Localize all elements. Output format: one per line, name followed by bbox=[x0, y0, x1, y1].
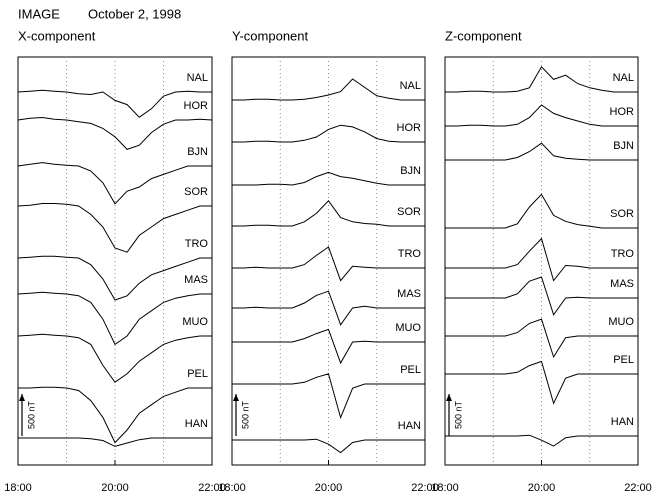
station-label: SOR bbox=[397, 206, 421, 218]
station-label: TRO bbox=[611, 248, 635, 260]
station-label: PEL bbox=[187, 368, 208, 380]
station-label: NAL bbox=[400, 80, 421, 92]
station-label: BJN bbox=[187, 146, 208, 158]
trace bbox=[445, 360, 638, 405]
station-label: SOR bbox=[184, 186, 208, 198]
trace bbox=[17, 89, 212, 118]
trace bbox=[232, 438, 425, 454]
trace bbox=[17, 116, 213, 150]
station-label: BJN bbox=[613, 140, 634, 152]
trace bbox=[232, 328, 425, 365]
trace bbox=[445, 276, 638, 316]
x-tick-label: 22:00 bbox=[198, 482, 226, 494]
station-label: MUO bbox=[182, 316, 208, 328]
scale-label: 500 nT bbox=[240, 400, 250, 429]
station-label: TRO bbox=[185, 238, 209, 250]
x-tick-label: 18:00 bbox=[4, 482, 32, 494]
station-label: HOR bbox=[397, 122, 422, 134]
station-label: NAL bbox=[613, 72, 634, 84]
station-label: TRO bbox=[398, 248, 422, 260]
station-label: SOR bbox=[610, 208, 634, 220]
station-label: HAN bbox=[398, 420, 421, 432]
trace bbox=[17, 333, 212, 383]
panel-title: Y-component bbox=[232, 28, 309, 43]
trace bbox=[232, 246, 425, 282]
panel-title: X-component bbox=[18, 28, 96, 43]
trace bbox=[17, 291, 212, 346]
header-title: IMAGE bbox=[18, 6, 60, 21]
trace bbox=[445, 434, 638, 447]
trace bbox=[232, 200, 425, 227]
station-label: HAN bbox=[611, 416, 634, 428]
scale-arrow bbox=[446, 394, 452, 401]
scale-arrow bbox=[233, 394, 239, 401]
trace bbox=[445, 142, 638, 161]
x-tick-label: 22:00 bbox=[624, 482, 652, 494]
header-date: October 2, 1998 bbox=[88, 6, 181, 21]
trace bbox=[232, 124, 425, 143]
scale-label: 500 nT bbox=[453, 400, 463, 429]
trace bbox=[445, 318, 638, 359]
trace bbox=[232, 373, 425, 420]
trace bbox=[17, 162, 212, 205]
station-label: MAS bbox=[397, 288, 421, 300]
station-label: MUO bbox=[608, 316, 634, 328]
trace bbox=[445, 104, 638, 127]
station-label: NAL bbox=[187, 72, 208, 84]
x-tick-label: 18:00 bbox=[431, 482, 459, 494]
panel-title: Z-component bbox=[445, 28, 522, 43]
trace bbox=[232, 290, 425, 326]
station-label: BJN bbox=[400, 165, 421, 177]
station-label: HOR bbox=[184, 100, 209, 112]
x-tick-label: 20:00 bbox=[315, 482, 343, 494]
station-label: MAS bbox=[610, 278, 634, 290]
x-tick-label: 22:00 bbox=[411, 482, 439, 494]
station-label: HOR bbox=[610, 106, 635, 118]
station-label: PEL bbox=[400, 364, 421, 376]
station-label: MAS bbox=[184, 274, 208, 286]
trace bbox=[18, 386, 212, 444]
trace bbox=[18, 437, 212, 447]
trace bbox=[445, 65, 638, 93]
x-tick-label: 20:00 bbox=[528, 482, 556, 494]
trace bbox=[445, 237, 638, 282]
trace bbox=[232, 171, 425, 186]
trace bbox=[17, 203, 212, 253]
trace bbox=[17, 255, 212, 301]
station-label: PEL bbox=[613, 354, 634, 366]
scale-arrow bbox=[19, 394, 25, 401]
trace bbox=[445, 193, 638, 229]
x-tick-label: 18:00 bbox=[218, 482, 246, 494]
trace bbox=[232, 78, 425, 101]
x-tick-label: 20:00 bbox=[101, 482, 129, 494]
station-label: MUO bbox=[395, 322, 421, 334]
station-label: HAN bbox=[185, 418, 208, 430]
scale-label: 500 nT bbox=[26, 400, 36, 429]
